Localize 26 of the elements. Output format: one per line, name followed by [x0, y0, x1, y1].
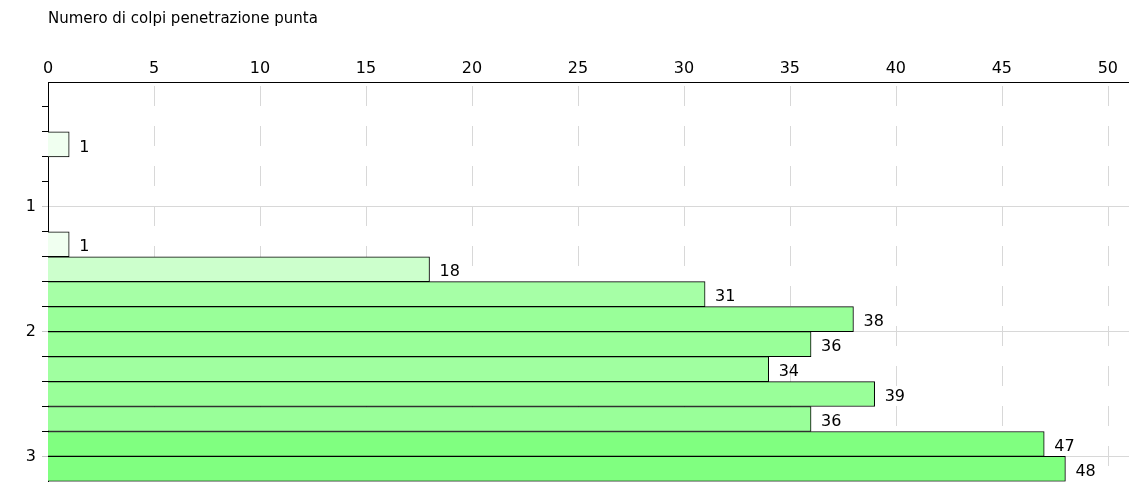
x-tick-label: 15 — [355, 57, 377, 77]
x-tick-label: 40 — [885, 57, 907, 77]
y-tick-label: 3 — [25, 445, 36, 465]
data-label: 34 — [778, 361, 800, 381]
data-label: 36 — [821, 336, 842, 356]
data-label: 38 — [863, 311, 884, 331]
x-axis-title: Numero di colpi penetrazione punta — [48, 8, 318, 27]
x-tick-label: 0 — [42, 57, 54, 77]
x-tick-label: 25 — [567, 57, 589, 77]
x-tick-label: 20 — [461, 57, 483, 77]
data-label: 36 — [821, 411, 842, 431]
x-tick-label: 30 — [673, 57, 695, 77]
x-tick-label: 50 — [1097, 57, 1118, 77]
data-label: 47 — [1054, 436, 1075, 456]
data-label: 1 — [79, 136, 90, 156]
x-tick-label: 45 — [991, 57, 1012, 77]
data-label: 31 — [715, 286, 736, 306]
data-label: 48 — [1075, 461, 1096, 481]
x-tick-label: 5 — [148, 57, 160, 77]
x-tick-label: 10 — [249, 57, 271, 77]
data-label: 1 — [79, 236, 90, 256]
x-tick-label: 35 — [779, 57, 801, 77]
y-tick-label: 1 — [25, 195, 36, 215]
y-tick-label: 2 — [25, 320, 36, 340]
data-label: 39 — [884, 386, 906, 406]
data-label: 18 — [439, 261, 460, 281]
